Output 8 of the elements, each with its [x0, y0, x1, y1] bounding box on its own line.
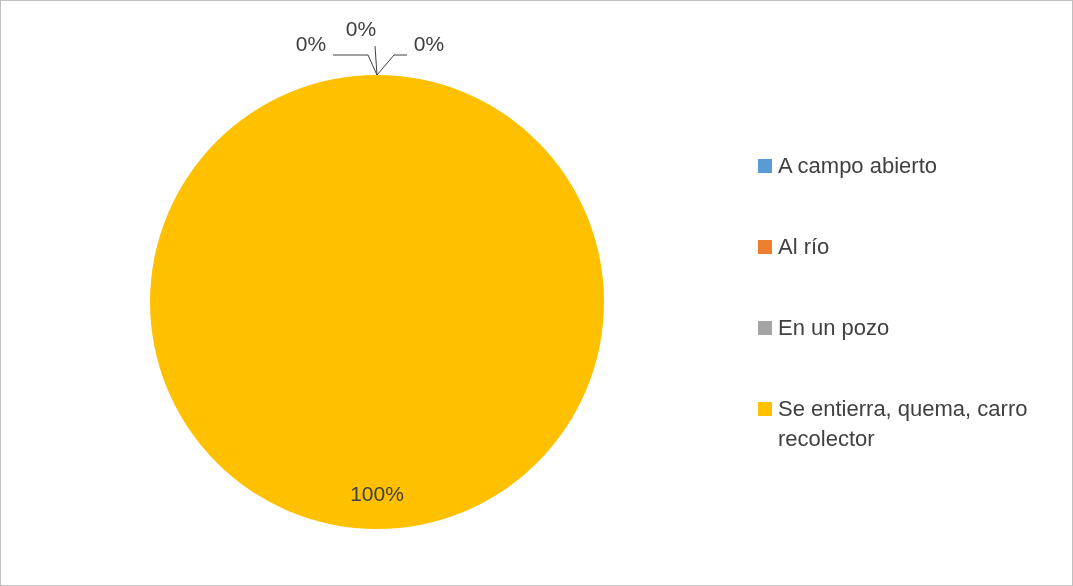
data-label: 100% — [350, 481, 404, 505]
text: 0% — [295, 31, 327, 55]
legend-label: Se entierra, quema, carro recolector — [778, 395, 1029, 453]
legend-label: En un pozo — [778, 314, 890, 342]
legend-label: Al río — [778, 233, 830, 261]
legend-label: A campo abierto — [778, 152, 937, 180]
text: 0% — [413, 31, 445, 55]
text: 0% — [345, 16, 377, 40]
